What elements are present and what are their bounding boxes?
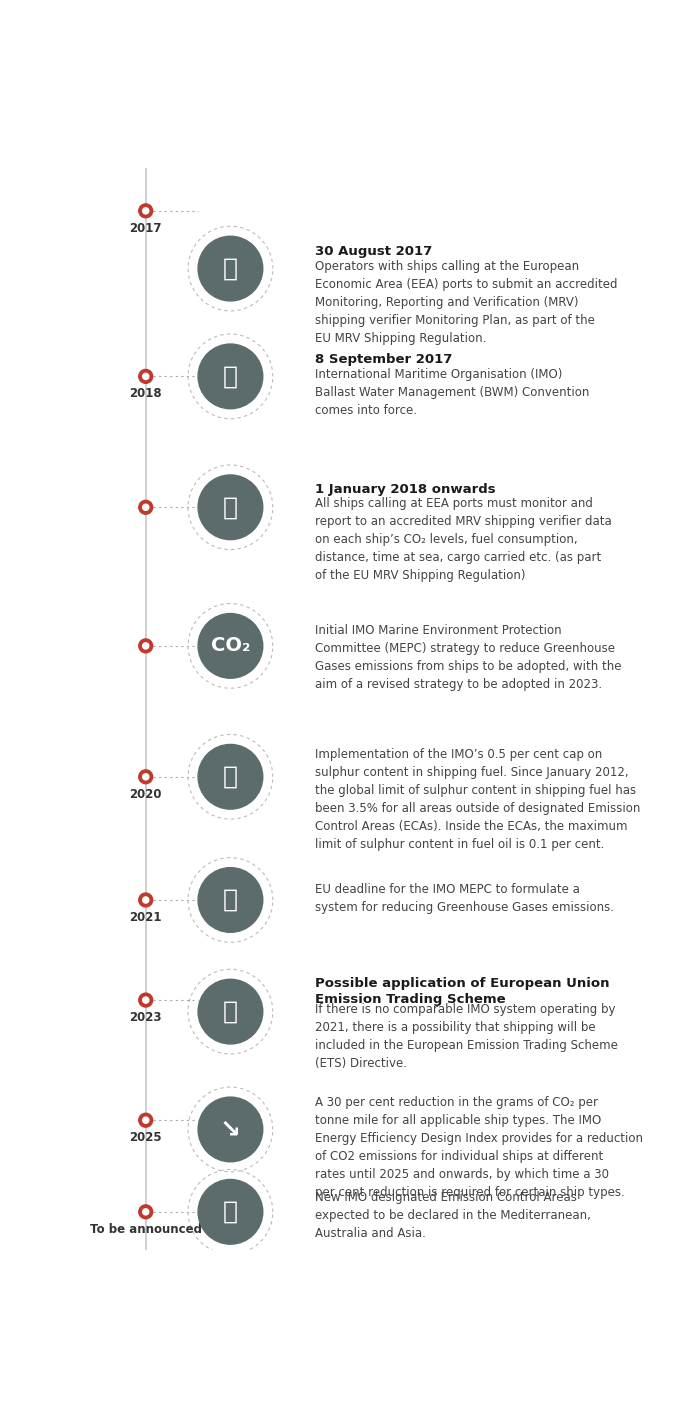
Text: ⧖: ⧖ (223, 1200, 238, 1224)
Circle shape (139, 893, 152, 907)
Circle shape (143, 504, 149, 511)
Circle shape (139, 500, 152, 514)
Text: 2025: 2025 (130, 1132, 162, 1144)
Circle shape (143, 1118, 149, 1123)
Text: 2018: 2018 (130, 388, 162, 400)
Circle shape (198, 980, 263, 1045)
Text: 8 September 2017: 8 September 2017 (315, 354, 453, 366)
Text: Initial IMO Marine Environment Protection
Committee (MEPC) strategy to reduce Gr: Initial IMO Marine Environment Protectio… (315, 625, 622, 691)
Text: New IMO designated Emission Control Areas
expected to be declared in the Mediter: New IMO designated Emission Control Area… (315, 1191, 591, 1240)
Text: To be announced: To be announced (90, 1223, 201, 1236)
Text: If there is no comparable IMO system operating by
2021, there is a possibility t: If there is no comparable IMO system ope… (315, 1004, 618, 1070)
Circle shape (143, 1209, 149, 1214)
Circle shape (198, 868, 263, 932)
Text: ⌕: ⌕ (223, 496, 238, 519)
Text: EU deadline for the IMO MEPC to formulate a
system for reducing Greenhouse Gases: EU deadline for the IMO MEPC to formulat… (315, 883, 614, 914)
Circle shape (139, 204, 152, 218)
Text: ⛴: ⛴ (223, 257, 238, 281)
Circle shape (139, 993, 152, 1007)
Circle shape (198, 744, 263, 809)
Text: ↘: ↘ (220, 1118, 241, 1141)
Circle shape (143, 997, 149, 1004)
Text: Implementation of the IMO’s 0.5 per cent cap on
sulphur content in shipping fuel: Implementation of the IMO’s 0.5 per cent… (315, 747, 640, 851)
Text: 30 August 2017: 30 August 2017 (315, 246, 433, 258)
Circle shape (139, 769, 152, 783)
Text: ⧖: ⧖ (223, 887, 238, 913)
Circle shape (139, 639, 152, 653)
Circle shape (143, 774, 149, 779)
Circle shape (139, 1205, 152, 1219)
Circle shape (143, 897, 149, 903)
Circle shape (198, 236, 263, 300)
Text: CO₂: CO₂ (210, 636, 250, 656)
Text: ⛴: ⛴ (223, 1000, 238, 1024)
Text: 2020: 2020 (130, 788, 162, 800)
Circle shape (143, 208, 149, 213)
Text: ⛏: ⛏ (223, 765, 238, 789)
Text: All ships calling at EEA ports must monitor and
report to an accredited MRV ship: All ships calling at EEA ports must moni… (315, 497, 612, 583)
Circle shape (198, 614, 263, 678)
Text: International Maritime Organisation (IMO)
Ballast Water Management (BWM) Convent: International Maritime Organisation (IMO… (315, 368, 589, 417)
Circle shape (198, 1097, 263, 1161)
Text: Operators with ships calling at the European
Economic Area (EEA) ports to submit: Operators with ships calling at the Euro… (315, 260, 618, 345)
Text: Possible application of European Union
Emission Trading Scheme: Possible application of European Union E… (315, 977, 610, 1007)
Text: A 30 per cent reduction in the grams of CO₂ per
tonne mile for all applicable sh: A 30 per cent reduction in the grams of … (315, 1097, 643, 1199)
Circle shape (139, 369, 152, 383)
Circle shape (198, 344, 263, 409)
Circle shape (143, 643, 149, 649)
Text: 1 January 2018 onwards: 1 January 2018 onwards (315, 483, 495, 496)
Text: 2017: 2017 (130, 222, 162, 234)
Text: 2023: 2023 (130, 1011, 162, 1024)
Text: ⛨: ⛨ (223, 365, 238, 389)
Circle shape (143, 373, 149, 379)
Circle shape (198, 475, 263, 539)
Text: 2021: 2021 (130, 911, 162, 924)
Circle shape (198, 1179, 263, 1244)
Circle shape (139, 1113, 152, 1127)
